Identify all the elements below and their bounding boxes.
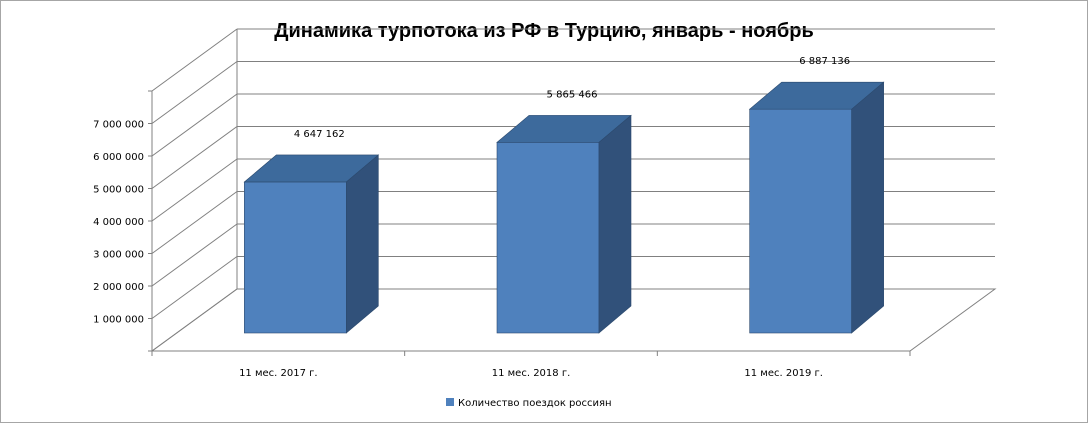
gridline-diagonal — [151, 28, 238, 92]
bar-side — [598, 114, 632, 334]
bar-series: 4 647 162 5 865 466 6 887 136 — [243, 56, 885, 334]
x-axis: 11 мес. 2017 г. 11 мес. 2018 г. 11 мес. 20… — [151, 351, 911, 379]
y-tick-label: 5 000 000 — [93, 185, 144, 196]
bar — [748, 81, 885, 334]
x-tick-label: 11 мес. 2017 г. — [239, 368, 318, 379]
gridline-diagonal — [151, 223, 238, 287]
bar-side — [851, 81, 884, 334]
bar — [243, 154, 380, 334]
chart-title: Динамика турпотока из РФ в Турцию, январ… — [274, 20, 814, 42]
y-tick-label: 2 000 000 — [93, 282, 144, 293]
gridline-diagonal — [151, 158, 238, 222]
y-tick-label: 6 000 000 — [93, 152, 144, 163]
legend: Количество поездок россиян — [446, 398, 612, 409]
bar-front — [749, 108, 852, 334]
bar-side — [346, 154, 379, 334]
bar — [496, 114, 632, 334]
legend-label: Количество поездок россиян — [458, 398, 612, 409]
gridline-diagonal — [151, 191, 238, 254]
y-tick-label: 4 000 000 — [93, 217, 144, 228]
x-tick-label: 11 мес. 2019 г. — [744, 368, 823, 379]
gridline-diagonal — [151, 126, 238, 189]
data-label: 4 647 162 — [294, 129, 345, 140]
gridline-diagonal — [151, 93, 238, 157]
y-axis: 1 000 000 2 000 000 3 000 000 4 000 000 5 00… — [93, 90, 152, 352]
y-tick-label: 3 000 000 — [93, 250, 144, 261]
y-tick-label: 7 000 000 — [93, 120, 144, 131]
data-label: 6 887 136 — [799, 56, 850, 67]
bar-front — [496, 142, 600, 334]
gridline-diagonal — [151, 256, 238, 319]
gridline-diagonal — [151, 288, 238, 352]
x-tick-label: 11 мес. 2018 г. — [492, 368, 571, 379]
bar-front — [244, 181, 347, 334]
legend-swatch — [446, 398, 454, 406]
data-label: 5 865 466 — [547, 89, 598, 100]
y-tick-label: 1 000 000 — [93, 315, 144, 326]
gridline-diagonal — [151, 61, 238, 124]
